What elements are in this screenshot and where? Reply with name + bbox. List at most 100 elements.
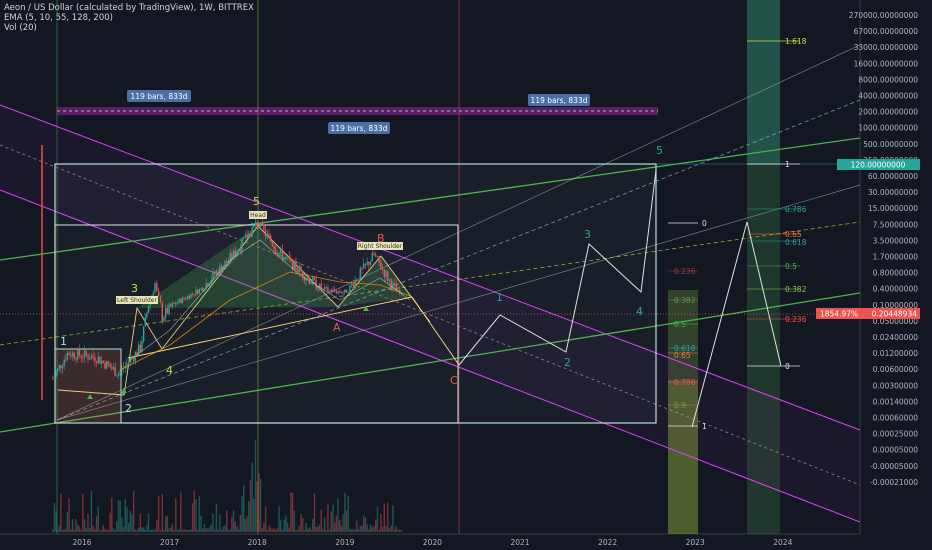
candle-body [359, 268, 361, 280]
wave-label-5: 5 [253, 195, 260, 208]
wave-projection [458, 169, 657, 366]
volume-bar [286, 522, 289, 532]
svg-text:0: 0 [702, 219, 707, 228]
candle-body [134, 351, 137, 361]
candle-body [312, 277, 314, 284]
volume-bar [298, 525, 301, 532]
volume-bar [344, 492, 346, 532]
volume-bar [142, 527, 145, 532]
candle-body [310, 283, 312, 285]
price-tick-label: 1.70000000 [873, 253, 919, 262]
volume-bar [362, 515, 365, 532]
volume-bar [215, 504, 218, 532]
candle-body [164, 307, 167, 318]
candle-body [92, 355, 94, 358]
candle-body [248, 233, 250, 239]
price-tick-label: 8000.00000000 [858, 75, 918, 84]
volume-bar [232, 510, 235, 532]
volume-bar [226, 510, 228, 532]
candle-body [266, 233, 269, 237]
candle-body [144, 317, 146, 327]
candle-body [286, 256, 289, 258]
volume-bar [107, 529, 110, 532]
candle-body [56, 368, 59, 372]
label-left-shoulder: Left Shoulder [117, 297, 157, 304]
volume-bar [303, 529, 306, 532]
candle-body [212, 271, 214, 281]
candle-body [168, 304, 170, 314]
volume-bar [180, 492, 182, 532]
candle-body [127, 362, 130, 364]
fib-level-labels-right: 1.618 1 0.786 0.65 0.618 0.5 0.382 0.236… [785, 37, 807, 371]
svg-text:0.236: 0.236 [674, 267, 696, 276]
candle-body [357, 279, 360, 282]
volume-bar [213, 529, 216, 532]
volume-bar [146, 524, 148, 532]
volume-bar [124, 499, 126, 532]
candle-body [258, 225, 260, 227]
candle-body [288, 256, 290, 259]
candle-body [136, 351, 138, 356]
volume-bar [151, 529, 153, 532]
volume-bar [231, 516, 233, 532]
volume-bar [68, 498, 70, 532]
candle-body [224, 261, 226, 267]
candle-body [171, 303, 174, 307]
volume-bar [83, 519, 86, 532]
candle-body [251, 227, 253, 237]
price-tag-percent: 1854.97% [820, 310, 858, 319]
volume-bar [305, 523, 307, 532]
svg-text:1.618: 1.618 [785, 37, 807, 46]
candle-body [298, 266, 301, 272]
candle-body [78, 349, 81, 356]
volume-bar [154, 529, 156, 532]
candle-body [244, 234, 247, 238]
volume-bar [198, 495, 201, 532]
volume-bar [195, 499, 197, 532]
candle-body [87, 355, 89, 360]
signal-marker-3 [363, 306, 369, 311]
candle-body [97, 356, 99, 363]
price-tick-label: 0.02400000 [873, 333, 919, 342]
volume-bar [263, 522, 265, 532]
candle-body [152, 292, 155, 296]
volume-bar [397, 530, 399, 532]
volume-bar [383, 503, 386, 532]
volume-bar [181, 529, 184, 532]
volume-bar [73, 529, 75, 532]
candle-body [376, 256, 379, 257]
candle-body [281, 249, 284, 260]
svg-text:0.236: 0.236 [785, 315, 807, 324]
volume-bar [244, 519, 247, 532]
price-axis-panel[interactable] [860, 0, 932, 550]
volume-bar [222, 526, 224, 532]
candle-body [188, 296, 190, 299]
green-uptrend-bottom [0, 292, 860, 433]
candle-body [354, 280, 356, 289]
candle-body [253, 225, 255, 228]
candle-body [300, 266, 302, 272]
candle-body [378, 256, 380, 263]
candle-body [161, 302, 163, 321]
wave-label-4: 4 [166, 364, 173, 377]
candle-body [254, 222, 257, 226]
candle-body [166, 307, 169, 314]
candle-body [278, 252, 280, 255]
time-axis-labels[interactable]: 2016 2017 2018 2019 2020 2021 2022 2023 2024 [72, 538, 792, 547]
volume-bar [121, 517, 123, 532]
volume-bar [190, 528, 192, 532]
candle-body [217, 270, 219, 275]
volume-bar [373, 525, 375, 532]
wave-label-b: B [377, 232, 385, 245]
candle-body [213, 271, 216, 275]
volume-bar [126, 507, 128, 532]
candle-body [71, 352, 74, 357]
volume-bar [89, 528, 91, 532]
candle-body [352, 284, 355, 289]
candle-body [200, 288, 202, 290]
volume-bar [173, 529, 175, 532]
volume-bar [378, 529, 380, 532]
price-axis-labels[interactable]: 270000.00000000 67000.00000000 33000.00000… [849, 11, 918, 487]
wave-label-1: 1 [60, 335, 67, 348]
